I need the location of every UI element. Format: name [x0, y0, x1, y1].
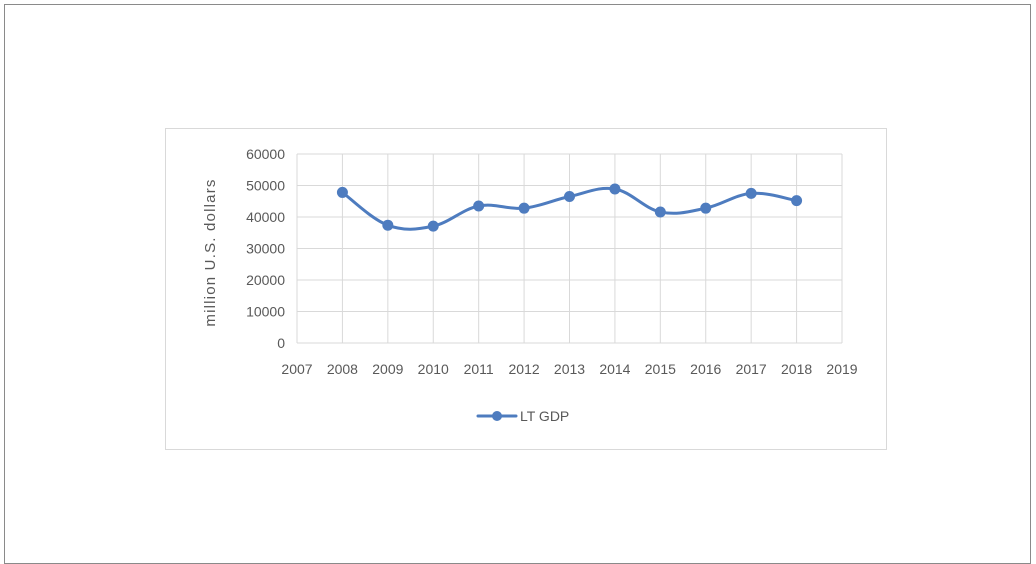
x-tick-label: 2013	[554, 361, 585, 377]
data-point	[700, 202, 712, 214]
data-point	[382, 219, 394, 231]
x-tick-label: 2008	[327, 361, 358, 377]
data-point	[654, 206, 666, 218]
x-tick-label: 2017	[736, 361, 767, 377]
y-tick-label: 40000	[246, 209, 285, 225]
y-axis-label: million U.S. dollars	[202, 178, 219, 326]
data-point	[336, 186, 348, 198]
x-tick-label: 2014	[599, 361, 630, 377]
data-point	[518, 202, 530, 214]
x-tick-label: 2009	[372, 361, 403, 377]
legend: LT GDP	[476, 408, 569, 424]
y-tick-label: 60000	[246, 146, 285, 162]
y-tick-label: 20000	[246, 272, 285, 288]
x-tick-label: 2011	[464, 361, 494, 377]
data-point	[564, 191, 575, 203]
x-tick-label: 2015	[645, 361, 676, 377]
x-tick-label: 2012	[509, 361, 540, 377]
x-tick-label: 2007	[281, 361, 312, 377]
x-axis-tick-labels: 2007 2008 2009 2010 2011 2012 2013 2014 2015 2016…	[281, 361, 857, 377]
legend-point-marker	[492, 411, 502, 421]
legend-label: LT GDP	[520, 408, 569, 424]
y-tick-label: 30000	[246, 241, 285, 257]
y-tick-label: 10000	[246, 304, 285, 320]
chart-area: 0 10000 20000 30000 40000 50000 60000 2007 2008…	[165, 128, 887, 450]
data-point	[609, 183, 621, 195]
x-tick-label: 2019	[826, 361, 857, 377]
data-point	[791, 195, 803, 207]
gridlines	[296, 153, 843, 344]
y-tick-label: 50000	[246, 178, 285, 194]
y-axis-tick-labels: 0 10000 20000 30000 40000 50000 60000	[246, 146, 285, 351]
data-point	[473, 200, 485, 212]
series-layer	[336, 183, 803, 232]
y-tick-label: 0	[277, 335, 285, 351]
x-tick-label: 2010	[418, 361, 449, 377]
line-chart: 0 10000 20000 30000 40000 50000 60000 2007 2008…	[202, 146, 858, 424]
data-point	[427, 220, 439, 232]
x-tick-label: 2016	[690, 361, 721, 377]
x-tick-label: 2018	[781, 361, 812, 377]
data-point	[745, 187, 757, 199]
